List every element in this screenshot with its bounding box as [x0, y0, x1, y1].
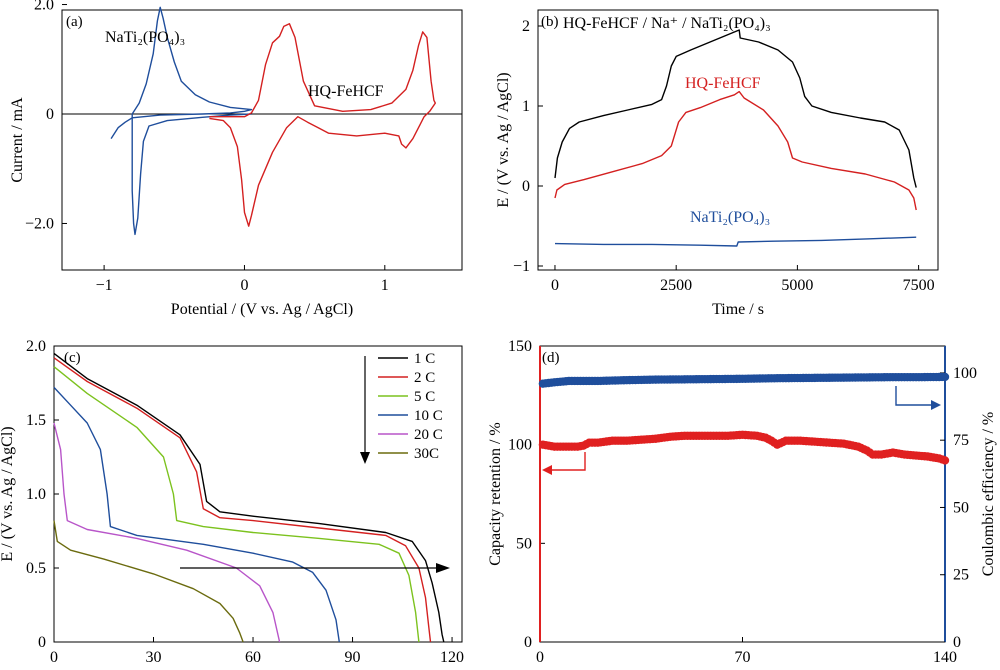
y-tick-label: 1.0 — [26, 486, 46, 503]
x-tick-label: −1 — [96, 277, 113, 294]
plot-frame — [537, 9, 939, 271]
x-tick-label: 120 — [440, 649, 464, 666]
panel-label: (b) — [541, 14, 559, 30]
x-tick-label: 1 — [381, 277, 389, 294]
y-tick-label: 0.5 — [26, 560, 46, 577]
x-axis-label: Time / s — [712, 301, 764, 318]
chart-panel-d: (d)070140050100150Cycle number, nCapacit… — [487, 338, 997, 666]
series-line-30C — [53, 520, 244, 643]
y2-tick-label: 0 — [953, 634, 961, 651]
chart-panel-b: (b) 0 2500 5000 7500 −1 0 1 2 Time / s E / (V vs. … — [495, 9, 939, 318]
y-axis-label: E / (V vs. Ag / AgCl) — [495, 72, 512, 207]
arrow-head — [542, 465, 552, 475]
series-line-5C — [53, 366, 420, 643]
legend-entry: 10 C — [414, 408, 443, 424]
legend-entry: 30C — [414, 446, 439, 462]
x-tick-label: 0 — [240, 277, 248, 294]
x-tick-label: 140 — [933, 649, 957, 666]
panel-label: (d) — [542, 350, 560, 366]
y-axis-label: Current / mA — [9, 97, 26, 183]
legend-entry: 20 C — [414, 427, 443, 443]
y2-tick-label: 25 — [953, 567, 969, 584]
y-tick-label: 50 — [516, 535, 532, 552]
x-tick-label: 5000 — [781, 277, 813, 294]
plot-frame — [61, 9, 463, 271]
y-tick-label: −1 — [513, 258, 530, 275]
plot-frame — [539, 345, 946, 643]
y2-tick-label: 100 — [953, 365, 977, 382]
y-tick-label: 100 — [508, 437, 532, 454]
legend-entry: 5 C — [414, 389, 435, 405]
x-tick-label: 60 — [245, 649, 261, 666]
arrow-head — [436, 563, 450, 573]
axis-pointer-arrow — [548, 452, 586, 471]
chart-panel-a: (a) −1 0 1 −2.0 0 2.0 Potential / (V vs. Ag / A… — [9, 0, 463, 318]
x-tick-label: 30 — [146, 649, 162, 666]
y2-tick-label: 75 — [953, 432, 969, 449]
x-tick-label: 2500 — [660, 277, 692, 294]
series-line-1C — [53, 352, 445, 643]
annotation-label: HQ-FeHCF / Na⁺ / NaTi₂(PO₄)₃ — [563, 15, 771, 32]
axis-pointer-arrow — [895, 386, 935, 406]
panel-label: (a) — [66, 14, 83, 30]
y-axis-label: E / (V vs. Ag / AgCl) — [0, 426, 16, 561]
plot-frame — [53, 345, 463, 643]
x-tick-label: 7500 — [903, 277, 935, 294]
y-tick-label: 2.0 — [26, 338, 46, 355]
y-tick-label: 150 — [508, 338, 532, 355]
y-tick-label: 0 — [38, 634, 46, 651]
y-tick-label: −2.0 — [25, 215, 54, 232]
y-tick-label: 1.5 — [26, 412, 46, 429]
legend-entry: 2 C — [414, 370, 435, 386]
series-line-1 — [554, 90, 917, 211]
series-line-0 — [110, 6, 253, 236]
x-tick-label: 0 — [551, 277, 559, 294]
annotation-label: NaTi₂(PO₄)₃ — [690, 209, 770, 226]
series-line-2C — [53, 357, 432, 643]
x-tick-label: 90 — [345, 649, 361, 666]
y2-tick-label: 50 — [953, 499, 969, 516]
series-line-0 — [554, 29, 917, 188]
y2-axis-label: Coulombic efficiency / % — [980, 412, 997, 577]
arrow-head — [931, 400, 941, 410]
series-line-1 — [209, 23, 436, 227]
panel-label: (c) — [64, 350, 81, 366]
data-point — [940, 372, 950, 382]
series-line-20C — [53, 422, 281, 643]
x-tick-label: 70 — [735, 649, 751, 666]
x-axis-label: Potential / (V vs. Ag / AgCl) — [171, 301, 353, 318]
annotation-label: NaTi₂(PO₄)₃ — [105, 29, 185, 46]
y-tick-label: 0 — [46, 106, 54, 123]
annotation-label: HQ-FeHCF — [685, 75, 761, 92]
y-tick-label: 0 — [522, 178, 530, 195]
annotation-label: HQ-FeHCF — [308, 83, 384, 100]
y-tick-label: 2.0 — [34, 0, 54, 14]
x-tick-label: 0 — [50, 649, 58, 666]
x-tick-label: 0 — [536, 649, 544, 666]
y-tick-label: 2 — [522, 18, 530, 35]
series-line-2 — [554, 236, 917, 247]
y-tick-label: 0 — [524, 634, 532, 651]
y-axis-label: Capacity retention / % — [487, 422, 504, 566]
data-point — [940, 456, 950, 465]
y-tick-label: 1 — [522, 98, 530, 115]
arrow-head — [360, 452, 370, 464]
series-line-10C — [53, 386, 340, 643]
legend-entry: 1 C — [414, 351, 435, 367]
